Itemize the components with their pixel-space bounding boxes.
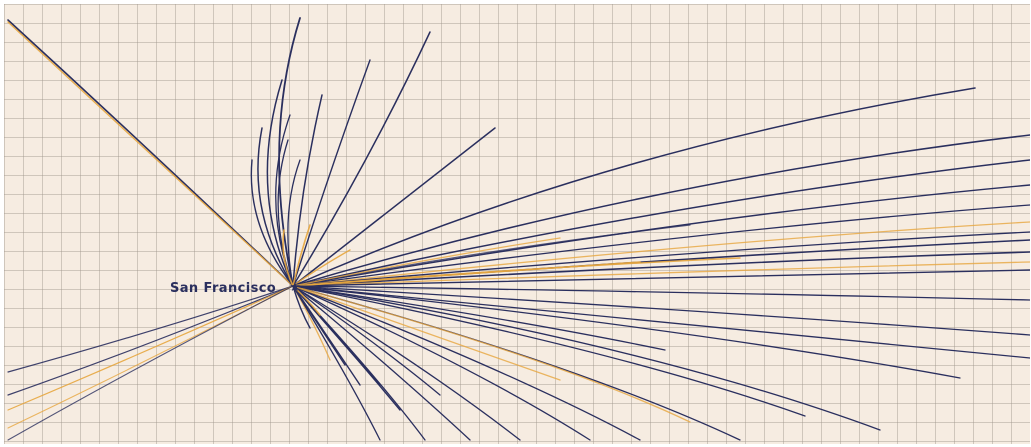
route-line	[292, 134, 1030, 287]
route-line	[292, 261, 1030, 287]
route-line	[292, 285, 806, 417]
route-line	[7, 285, 294, 396]
route-line	[292, 251, 1030, 287]
route-line	[7, 285, 294, 411]
route-line	[292, 285, 521, 441]
route-line	[292, 184, 1030, 287]
route-line	[292, 285, 666, 351]
route-line	[292, 31, 431, 287]
route-line	[292, 224, 691, 287]
route-line	[292, 269, 1030, 287]
route-line	[292, 285, 641, 441]
route-line	[250, 159, 294, 287]
route-line	[292, 285, 1030, 359]
route-line	[292, 285, 961, 379]
route-line	[292, 94, 323, 287]
flight-routes	[7, 17, 1030, 441]
route-line	[7, 285, 294, 429]
route-line	[257, 127, 294, 287]
route-line	[292, 159, 1030, 287]
route-line	[292, 261, 641, 287]
route-line	[292, 224, 311, 287]
route-line	[278, 17, 301, 287]
route-line	[282, 229, 294, 287]
route-line	[292, 285, 591, 441]
route-line	[292, 285, 311, 329]
route-line	[292, 285, 381, 441]
route-line	[292, 285, 881, 431]
route-line	[292, 285, 321, 316]
route-map: San Francisco ★	[4, 4, 1030, 444]
route-line	[287, 159, 301, 287]
route-line	[292, 127, 496, 287]
route-line	[292, 221, 1030, 287]
route-line	[7, 285, 294, 441]
route-line	[292, 285, 1030, 336]
route-line	[292, 59, 371, 287]
origin-city-label: San Francisco	[170, 281, 277, 296]
route-line	[292, 285, 471, 441]
route-line	[292, 285, 441, 396]
route-line	[277, 139, 294, 287]
route-line	[292, 204, 1030, 287]
route-line	[292, 237, 561, 287]
origin-star-icon: ★	[289, 280, 301, 295]
route-line	[7, 21, 294, 287]
route-line	[292, 231, 1030, 287]
route-line	[292, 285, 1030, 301]
route-line	[266, 79, 294, 287]
route-line	[7, 285, 294, 373]
route-line	[292, 285, 561, 381]
route-line	[292, 249, 351, 287]
route-line	[292, 285, 381, 386]
route-line	[292, 87, 976, 287]
route-line	[292, 285, 691, 423]
